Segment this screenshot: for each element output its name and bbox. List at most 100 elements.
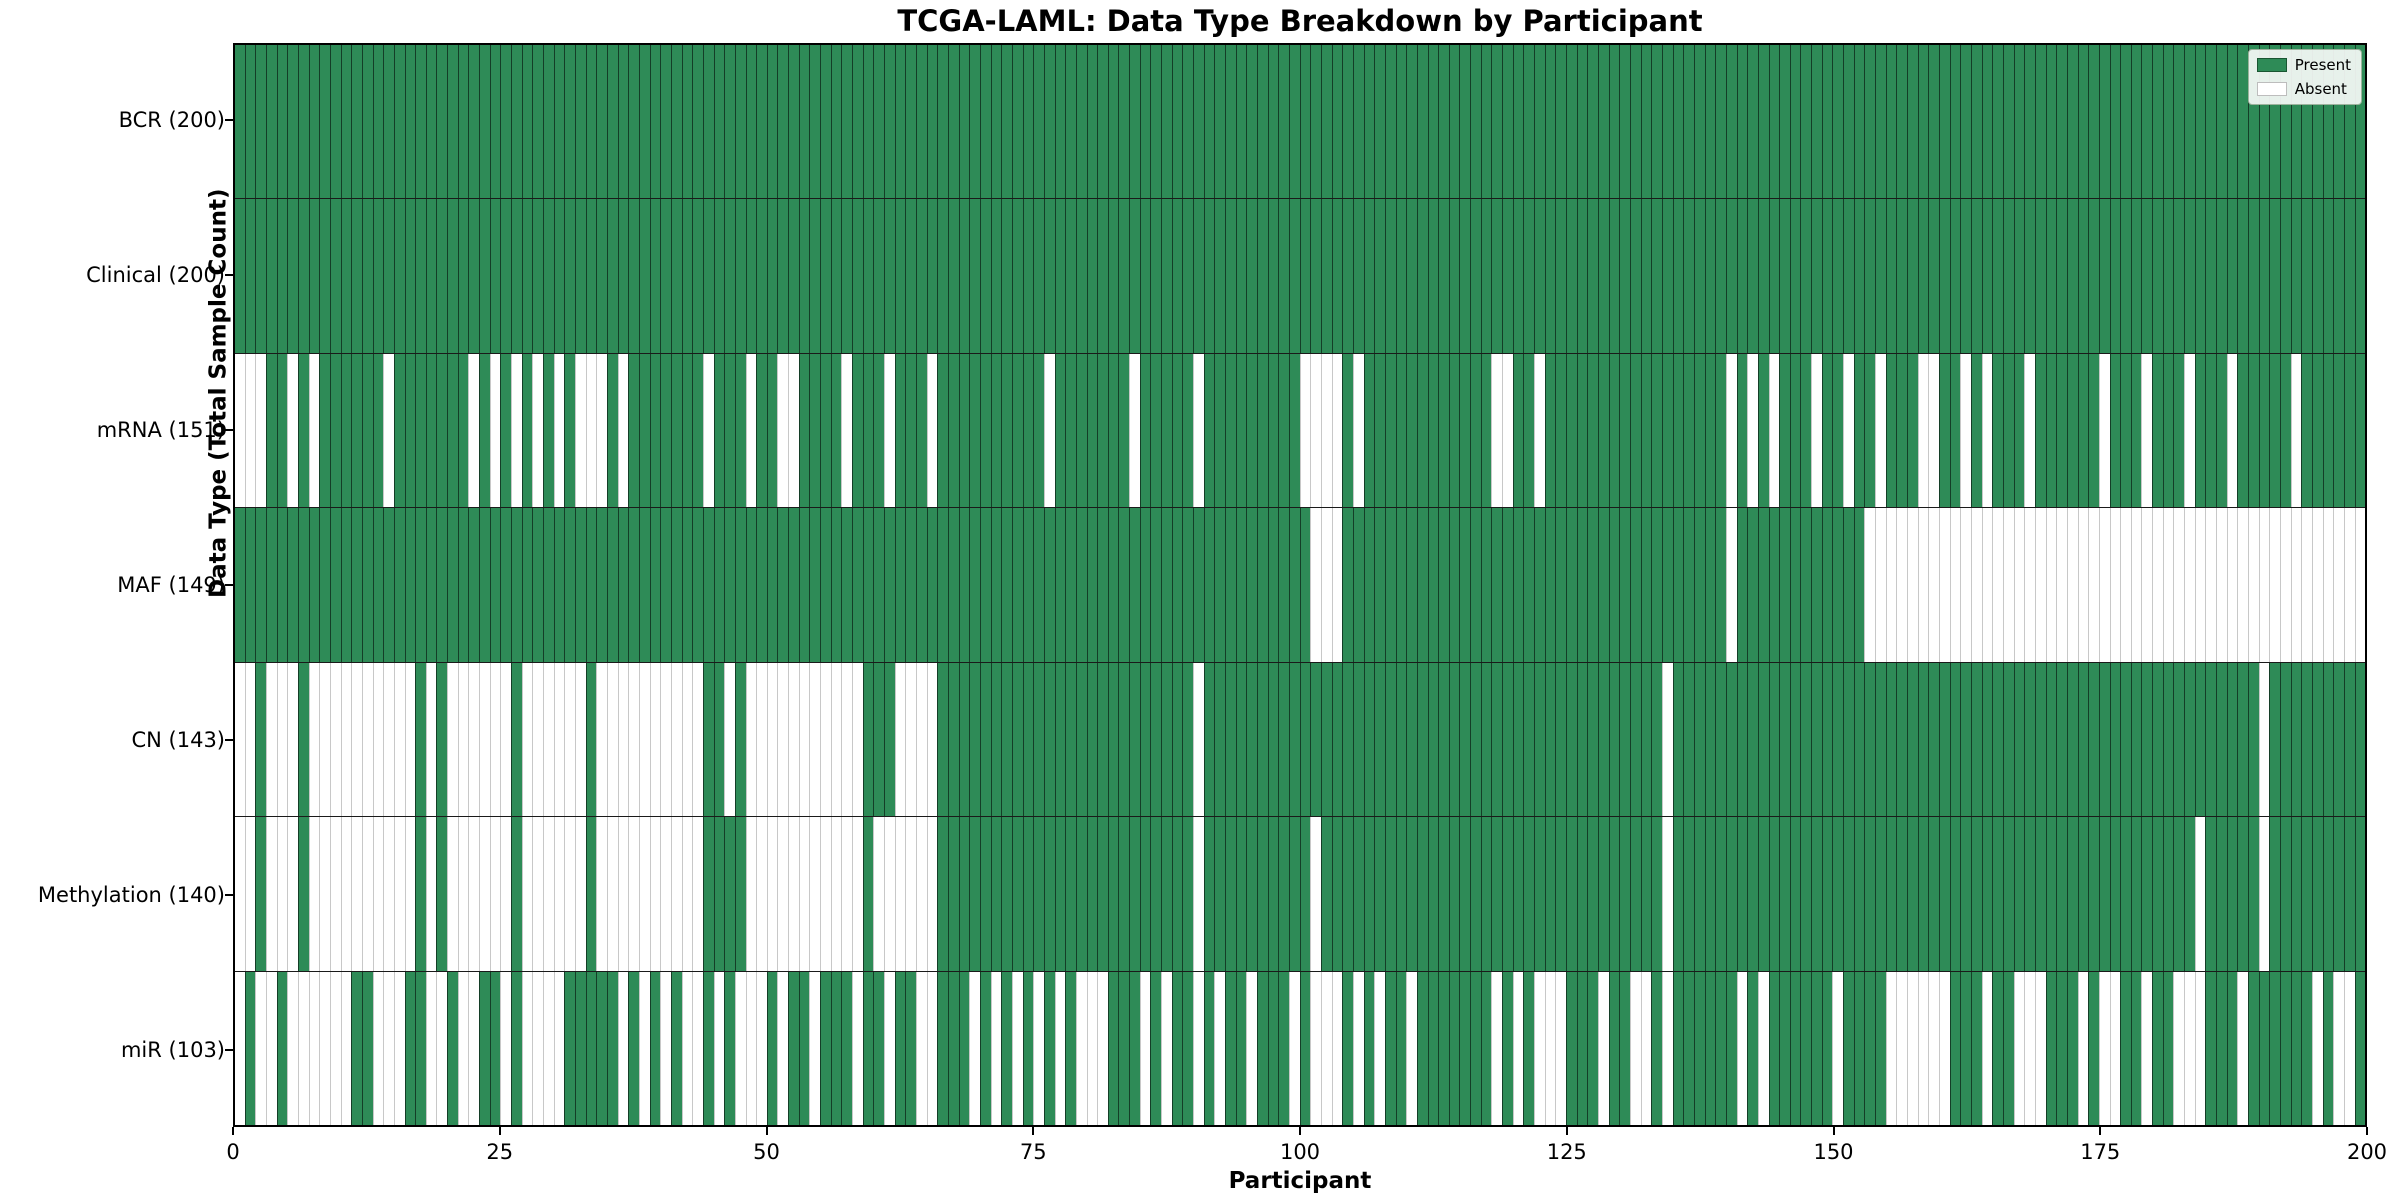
- heatmap-cell: [1757, 971, 1769, 1125]
- heatmap-cell: [1214, 45, 1226, 199]
- legend: Present Absent: [2247, 49, 2362, 105]
- heatmap-cell: [1214, 817, 1226, 971]
- heatmap-cell: [1043, 662, 1055, 817]
- heatmap-cell: [702, 508, 714, 662]
- heatmap-cell: [479, 508, 490, 662]
- heatmap-cell: [2173, 508, 2185, 662]
- heatmap-cell: [628, 199, 639, 353]
- heatmap-cell: [1182, 199, 1194, 353]
- heatmap-cell: [1491, 817, 1503, 971]
- heatmap-cell: [660, 45, 671, 199]
- heatmap-cell: [1661, 45, 1673, 199]
- heatmap-cell: [670, 353, 682, 508]
- heatmap-cell: [2258, 508, 2270, 662]
- x-tick-label: 125: [1546, 1140, 1587, 1164]
- heatmap-cell: [500, 662, 512, 817]
- heatmap-cell: [1608, 353, 1620, 508]
- heatmap-cell: [2290, 662, 2302, 817]
- heatmap-cell: [2152, 817, 2163, 971]
- heatmap-cell: [372, 817, 384, 971]
- heatmap-cell: [916, 199, 927, 353]
- heatmap-cell: [1470, 817, 1481, 971]
- heatmap-cell: [820, 817, 831, 971]
- heatmap-row-Clinical: [235, 198, 2366, 353]
- heatmap-cell: [1608, 971, 1620, 1125]
- heatmap-cell: [297, 45, 309, 199]
- y-tick: [225, 119, 233, 122]
- heatmap-cell: [340, 45, 352, 199]
- heatmap-cell: [2002, 199, 2014, 353]
- heatmap-cell: [1480, 508, 1492, 662]
- heatmap-cell: [1917, 353, 1929, 508]
- heatmap-cell: [1970, 817, 1982, 971]
- heatmap-cell: [1598, 199, 1609, 353]
- heatmap-cell: [1853, 508, 1865, 662]
- heatmap-cell: [681, 353, 693, 508]
- heatmap-cell: [1683, 508, 1694, 662]
- heatmap-cell: [2152, 508, 2163, 662]
- heatmap-cell: [1917, 508, 1929, 662]
- heatmap-cell: [308, 817, 320, 971]
- heatmap-cell: [308, 971, 320, 1125]
- heatmap-cell: [1171, 199, 1183, 353]
- heatmap-row-Methylation: [235, 816, 2366, 971]
- heatmap-cell: [937, 817, 948, 971]
- heatmap-cell: [1566, 353, 1577, 508]
- heatmap-cell: [2301, 508, 2312, 662]
- heatmap-cell: [1651, 662, 1662, 817]
- heatmap-cell: [1640, 508, 1652, 662]
- heatmap-cell: [1097, 662, 1108, 817]
- heatmap-cell: [1342, 508, 1353, 662]
- heatmap-cell: [1448, 353, 1460, 508]
- heatmap-cell: [1246, 971, 1257, 1125]
- heatmap-cell: [1832, 508, 1844, 662]
- heatmap-cell: [1299, 199, 1311, 353]
- heatmap-cell: [1640, 817, 1652, 971]
- heatmap-cell: [1235, 508, 1247, 662]
- heatmap-cell: [404, 662, 416, 817]
- heatmap-cell: [905, 353, 916, 508]
- heatmap-cell: [1374, 971, 1385, 1125]
- heatmap-cell: [1523, 353, 1535, 508]
- heatmap-cell: [543, 199, 554, 353]
- heatmap-cell: [873, 199, 885, 353]
- heatmap-cell: [841, 353, 853, 508]
- heatmap-cell: [947, 971, 959, 1125]
- heatmap-cell: [1054, 971, 1066, 1125]
- heatmap-cell: [1619, 45, 1630, 199]
- heatmap-cell: [351, 662, 362, 817]
- heatmap-cell: [1693, 817, 1705, 971]
- heatmap-cell: [1139, 662, 1151, 817]
- heatmap-cell: [873, 508, 885, 662]
- heatmap-cell: [2141, 971, 2153, 1125]
- heatmap-cell: [1779, 45, 1790, 199]
- heatmap-cell: [393, 662, 405, 817]
- heatmap-cell: [2184, 508, 2195, 662]
- heatmap-cell: [1257, 508, 1268, 662]
- heatmap-cell: [1981, 508, 1993, 662]
- heatmap-cell: [2173, 45, 2185, 199]
- heatmap-cell: [2077, 662, 2089, 817]
- heatmap-cell: [809, 353, 821, 508]
- heatmap-cell: [1896, 45, 1908, 199]
- heatmap-cell: [1970, 662, 1982, 817]
- heatmap-cell: [457, 662, 469, 817]
- heatmap-cell: [553, 45, 565, 199]
- heatmap-cell: [1203, 353, 1215, 508]
- heatmap-cell: [884, 353, 895, 508]
- heatmap-cell: [1288, 508, 1300, 662]
- heatmap-cell: [1661, 353, 1673, 508]
- heatmap-cell: [1001, 817, 1012, 971]
- heatmap-cell: [1193, 199, 1204, 353]
- heatmap-cell: [852, 971, 863, 1125]
- heatmap-cell: [532, 971, 544, 1125]
- heatmap-cell: [1587, 508, 1598, 662]
- heatmap-cell: [1789, 662, 1801, 817]
- heatmap-cell: [830, 508, 842, 662]
- heatmap-cell: [1406, 662, 1417, 817]
- heatmap-cell: [670, 971, 682, 1125]
- heatmap-cell: [766, 45, 778, 199]
- row-label-miR: miR (103): [120, 1037, 225, 1062]
- heatmap-cell: [1811, 971, 1822, 1125]
- heatmap-cell: [1800, 971, 1812, 1125]
